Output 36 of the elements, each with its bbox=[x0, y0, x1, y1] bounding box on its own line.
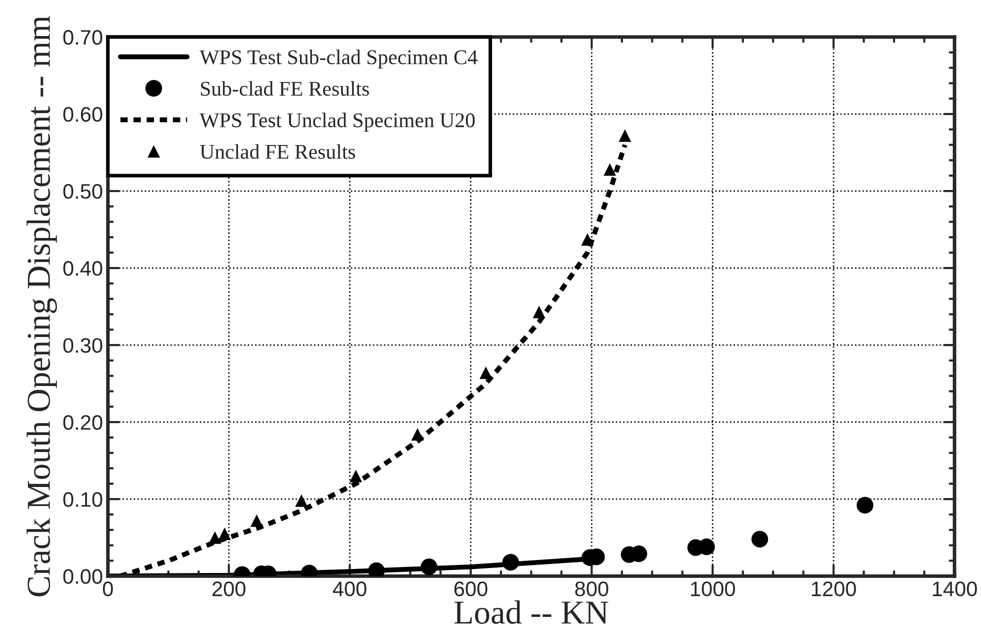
x-tick-label: 400 bbox=[332, 582, 366, 596]
x-tick-label: 1200 bbox=[812, 582, 856, 596]
point bbox=[295, 494, 308, 507]
legend-label: WPS Test Unclad Specimen U20 bbox=[200, 112, 475, 132]
point bbox=[218, 528, 231, 540]
y-tick-label: 0.60 bbox=[63, 107, 102, 122]
point bbox=[618, 129, 632, 142]
point bbox=[350, 470, 362, 482]
legend-label: Sub-clad FE Results bbox=[200, 81, 369, 96]
x-tick-label: 600 bbox=[454, 582, 488, 596]
legend-label: Unclad FE Results bbox=[200, 144, 356, 159]
x-tick-label: 800 bbox=[575, 582, 608, 596]
y-tick-label: 0.50 bbox=[63, 184, 102, 199]
y-tick-label: 0.10 bbox=[63, 492, 102, 507]
point bbox=[208, 531, 222, 544]
point bbox=[856, 496, 874, 514]
point bbox=[250, 514, 263, 527]
x-tick-label: 0 bbox=[102, 582, 113, 596]
x-tick-label: 1000 bbox=[691, 582, 735, 596]
point bbox=[411, 428, 424, 441]
y-tick-label: 0.00 bbox=[63, 569, 102, 584]
point bbox=[751, 530, 768, 548]
y-tick-label: 0.30 bbox=[63, 338, 102, 353]
point bbox=[604, 163, 616, 176]
point bbox=[581, 233, 594, 246]
x-axis-title: Load -- KN bbox=[454, 600, 608, 624]
y-tick-label: 0.20 bbox=[63, 415, 102, 430]
legend-label: WPS Test Sub-clad Specimen C4 bbox=[200, 50, 478, 69]
point bbox=[502, 554, 519, 571]
x-tick-label: 200 bbox=[212, 582, 246, 596]
point bbox=[532, 306, 546, 318]
point bbox=[420, 558, 438, 576]
x-tick-label: 1400 bbox=[932, 582, 977, 596]
y-tick-label: 0.40 bbox=[63, 261, 102, 276]
y-tick-label: 0.70 bbox=[63, 30, 102, 45]
y-axis-title: Crack Mouth Opening Displacement -- mm bbox=[26, 16, 57, 596]
